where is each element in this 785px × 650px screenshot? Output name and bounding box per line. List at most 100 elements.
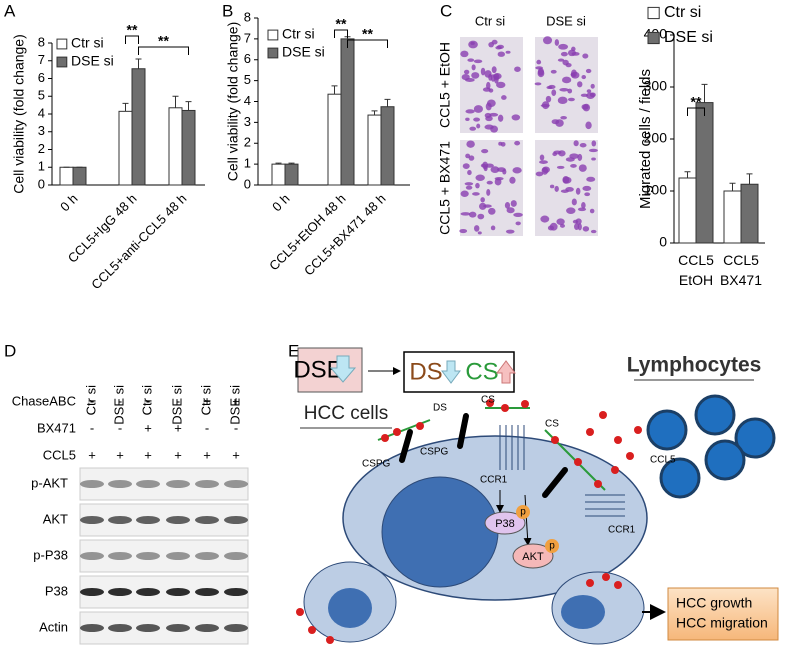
cell-stain <box>471 72 480 79</box>
cell-stain <box>477 231 482 235</box>
treatment-sign: + <box>144 447 152 462</box>
cell-stain <box>580 93 589 97</box>
label: CCL5 <box>650 455 676 466</box>
y-tick-label: 6 <box>38 70 45 85</box>
cell-stain <box>462 163 470 169</box>
bar <box>131 68 146 186</box>
y-axis-label: Cell viability (fold change) <box>11 34 27 194</box>
cell-stain <box>585 68 592 74</box>
cell-stain <box>505 50 511 54</box>
y-tick-label: 8 <box>38 34 45 49</box>
cell-stain <box>581 201 586 209</box>
bar <box>168 107 183 186</box>
cell-stain <box>496 81 506 89</box>
cell-stain <box>566 207 576 214</box>
cell-stain <box>490 166 500 173</box>
cell-stain <box>472 192 480 196</box>
band <box>195 516 219 524</box>
cell-stain <box>577 81 583 88</box>
error-bar <box>275 162 282 165</box>
cell-stain <box>561 76 572 84</box>
cell-stain <box>545 95 552 103</box>
lane-label: DSE si <box>169 385 184 425</box>
cell-stain <box>558 150 566 157</box>
cs-label: CS <box>465 358 498 385</box>
y-axis-label: Migrated cells / fields <box>637 69 654 209</box>
y-tick-label: 5 <box>244 72 251 87</box>
western-blot: Ctr si DSE si Ctr si DSE si Ctr si DSE si Chas… <box>12 385 249 645</box>
cell-stain <box>465 117 470 121</box>
band <box>80 516 104 524</box>
band <box>195 624 219 632</box>
band-label: Actin <box>39 619 68 634</box>
ccl5-dots <box>296 399 642 644</box>
cell-stain <box>556 218 565 225</box>
bar <box>271 163 286 186</box>
bar <box>695 102 714 244</box>
micrographs <box>459 36 598 236</box>
treatment-sign: + <box>174 420 182 435</box>
cell-stain <box>586 176 596 182</box>
cell-stain <box>567 97 575 102</box>
cell-stain <box>571 198 577 206</box>
legend-label: DSE si <box>71 53 114 69</box>
label: p <box>549 541 555 552</box>
y-tick-label: 6 <box>244 51 251 66</box>
band <box>108 480 132 488</box>
cell-stain <box>579 142 587 148</box>
label: AKT <box>522 551 544 563</box>
cell-stain <box>567 49 576 57</box>
y-tick-label: 0 <box>659 234 667 250</box>
cell-stain <box>582 226 590 232</box>
cell-stain <box>539 160 548 164</box>
blot-strip <box>79 467 249 501</box>
column-label: Ctr si <box>475 13 505 28</box>
akt <box>512 543 554 569</box>
band <box>136 480 160 488</box>
cell-stain <box>541 101 550 110</box>
cell-stain <box>468 211 477 218</box>
cell-stain <box>590 83 595 89</box>
bar <box>284 163 299 186</box>
error-bar <box>172 95 179 108</box>
bar <box>740 183 759 244</box>
cell-stain <box>589 208 595 214</box>
error-bar <box>729 182 736 191</box>
band-label: p-AKT <box>31 475 68 490</box>
cell-stain <box>556 165 565 169</box>
band <box>224 588 248 596</box>
cell-stain <box>500 142 506 147</box>
error-bar <box>384 98 391 107</box>
cell-stain <box>460 212 471 216</box>
bar <box>181 109 196 186</box>
cell-stain <box>460 50 469 58</box>
row-label: CCL5 + EtOH <box>437 42 453 128</box>
cell-stain <box>495 45 502 50</box>
cell-stain <box>560 51 568 57</box>
cell-stain <box>480 197 485 203</box>
cell-stain <box>469 126 477 131</box>
cell-stain <box>554 185 559 192</box>
phospho <box>545 539 559 553</box>
bar <box>367 114 382 186</box>
band <box>136 588 160 596</box>
legend-label: DSE si <box>664 29 713 46</box>
cell-stain <box>586 89 592 94</box>
label: CS <box>545 419 559 430</box>
treatment-sign: + <box>116 447 124 462</box>
band <box>166 516 190 524</box>
cell-stain <box>559 223 565 228</box>
diagram: DSE DS CS Lymphocytes HCC cells DS CS CS… <box>293 347 779 645</box>
bar <box>723 190 742 244</box>
cell-stain <box>461 73 470 81</box>
cell-stain <box>584 192 591 197</box>
cell-stain <box>473 105 483 113</box>
band <box>136 516 160 524</box>
band <box>136 624 160 632</box>
band <box>224 552 248 560</box>
cell-stain <box>479 202 487 210</box>
cell-stain <box>554 39 560 46</box>
cell-stain <box>567 88 573 94</box>
significance-bracket <box>334 29 348 38</box>
cell-stain <box>588 148 598 153</box>
